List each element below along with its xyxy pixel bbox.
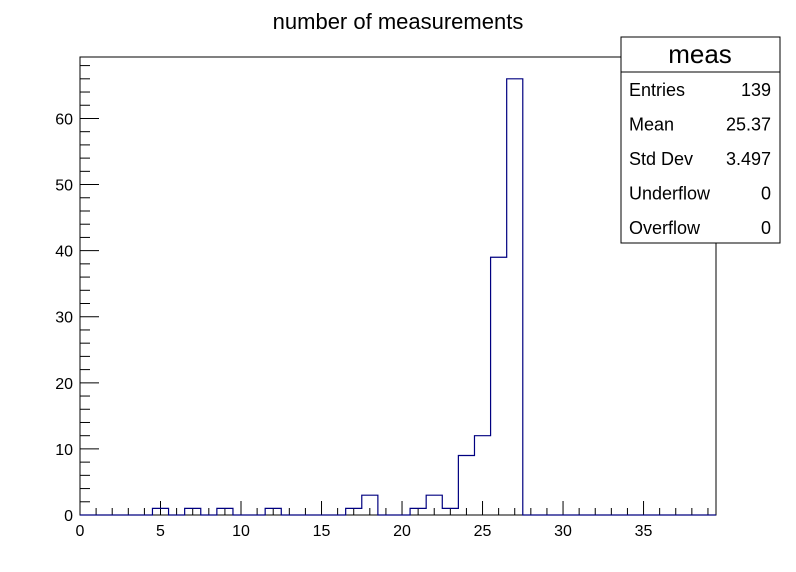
y-tick-label: 60 — [55, 111, 73, 128]
y-tick-label: 10 — [55, 442, 73, 459]
x-tick-label: 15 — [313, 523, 331, 540]
chart-title: number of measurements — [273, 9, 524, 34]
y-axis: 0 10 20 30 40 50 60 — [55, 65, 99, 525]
stats-rows: Entries 139 Mean 25.37 Std Dev 3.497 Underflow… — [629, 80, 771, 238]
histogram-bins — [152, 79, 522, 515]
stats-row-label: Overflow — [629, 218, 701, 238]
y-tick-label: 30 — [55, 310, 73, 327]
stats-box-title: meas — [668, 39, 732, 69]
y-tick-label: 40 — [55, 244, 73, 261]
stats-row-label: Std Dev — [629, 149, 693, 169]
y-tick-label: 20 — [55, 376, 73, 393]
stats-row-label: Underflow — [629, 184, 711, 204]
histogram-bar — [491, 257, 507, 515]
histogram-outline — [80, 78, 716, 516]
stats-row-value: 0 — [761, 184, 771, 204]
x-tick-label: 30 — [554, 523, 572, 540]
x-tick-label: 20 — [393, 523, 411, 540]
y-tick-label: 50 — [55, 178, 73, 195]
stats-box: meas Entries 139 Mean 25.37 Std Dev 3.497 Unde… — [620, 36, 781, 244]
x-tick-label: 25 — [474, 523, 492, 540]
stats-row-value: 139 — [741, 80, 771, 100]
x-axis: 0 5 10 15 20 25 30 35 — [76, 501, 709, 540]
x-tick-label: 0 — [76, 523, 85, 540]
stats-row-value: 25.37 — [726, 115, 771, 135]
y-tick-label: 0 — [64, 508, 73, 525]
x-tick-label: 35 — [635, 523, 653, 540]
histogram-bar — [458, 456, 474, 515]
x-tick-label: 5 — [156, 523, 165, 540]
stats-row-value: 3.497 — [726, 149, 771, 169]
stats-box-frame — [620, 36, 781, 244]
stats-row-label: Mean — [629, 115, 674, 135]
stats-row-value: 0 — [761, 218, 771, 238]
x-tick-label: 10 — [232, 523, 250, 540]
stats-row-label: Entries — [629, 80, 685, 100]
histogram-bar — [507, 79, 523, 515]
